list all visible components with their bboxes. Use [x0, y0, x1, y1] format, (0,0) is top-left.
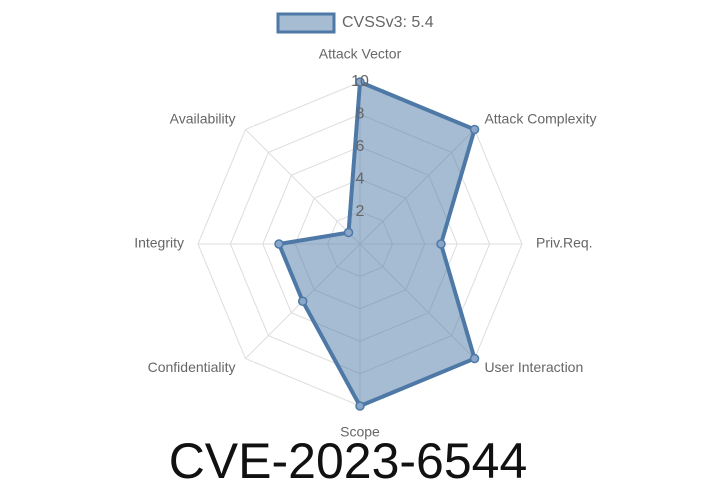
r-tick-label: 6 [356, 138, 365, 155]
axis-label: Availability [170, 110, 236, 126]
r-tick-label: 8 [356, 106, 365, 123]
legend-swatch [276, 12, 336, 34]
radar-point [469, 353, 480, 364]
r-tick-label: 4 [356, 170, 365, 187]
radar-point [436, 239, 446, 249]
axis-label: Integrity [134, 235, 184, 251]
radar-point [469, 124, 480, 135]
r-tick-label: 2 [356, 203, 365, 220]
radar-point [297, 296, 308, 307]
radar-point [274, 239, 284, 249]
axis-label: Confidentiality [148, 359, 236, 375]
axis-label: User Interaction [484, 359, 583, 375]
radar-point [355, 77, 365, 87]
chart-title: CVE-2023-6544 [169, 433, 528, 489]
radar-point [343, 227, 354, 238]
radar-point [355, 401, 365, 411]
r-tick-label: 10 [351, 73, 369, 90]
spoke [245, 129, 361, 245]
axis-label: Scope [340, 424, 380, 440]
axis-label: Priv.Req. [536, 235, 593, 251]
axis-label: Attack Vector [319, 46, 402, 62]
legend-label: CVSSv3: 5.4 [342, 14, 434, 31]
axis-label: Attack Complexity [484, 110, 596, 126]
